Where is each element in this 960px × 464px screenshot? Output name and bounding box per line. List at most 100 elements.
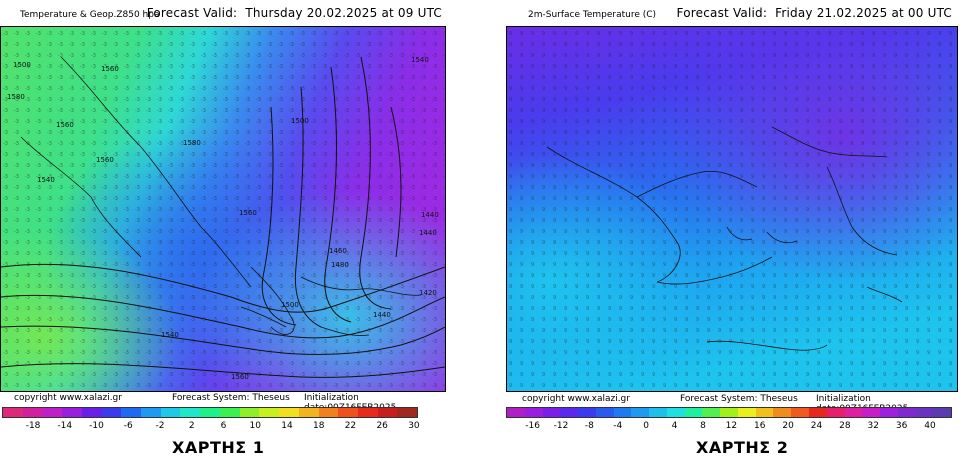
map2-forecast-time: Friday 21.02.2025 at 00 UTC <box>775 6 952 20</box>
map1-scale-ticks: -18 -14 -10 -6 -2 2 6 10 14 18 22 26 30 <box>2 421 420 433</box>
svg-text:1580: 1580 <box>7 93 25 101</box>
svg-text:1540: 1540 <box>37 176 55 184</box>
scale-swatch <box>560 408 579 417</box>
map-panel-1: Temperature & Geop.Z850 hpa Forecast Val… <box>0 0 450 464</box>
scale-swatch <box>141 408 161 417</box>
scale-swatch <box>684 408 703 417</box>
scale-swatch <box>737 408 756 417</box>
scale-swatch <box>81 408 102 417</box>
scale-swatch <box>720 408 738 417</box>
scale-swatch <box>702 408 721 417</box>
scale-tick-label: 10 <box>249 421 261 431</box>
scale-tick-label: 16 <box>753 421 766 431</box>
scale-swatch <box>121 408 142 417</box>
scale-swatch <box>933 408 952 417</box>
scale-swatch <box>755 408 774 417</box>
scale-swatch <box>613 408 632 417</box>
scale-tick-label: -2 <box>155 421 165 431</box>
scale-tick-label: -18 <box>25 421 41 431</box>
map2-header: 2m-Surface Temperature (C) Forecast Vali… <box>500 4 960 26</box>
scale-tick-label: 4 <box>671 421 678 431</box>
scale-tick-label: 26 <box>376 421 388 431</box>
svg-text:1560: 1560 <box>239 209 257 217</box>
scale-swatch <box>318 408 339 417</box>
scale-tick-label: 12 <box>725 421 738 431</box>
map2-scale-ticks: -16 -12 -8 -4 0 4 8 12 16 20 24 28 32 36 40 <box>506 421 950 433</box>
scale-swatch <box>791 408 810 417</box>
scale-swatch <box>542 408 561 417</box>
svg-text:1460: 1460 <box>329 247 347 255</box>
scale-swatch <box>809 408 827 417</box>
map2-forecast-system: Forecast System: Theseus <box>680 394 798 404</box>
svg-text:1560: 1560 <box>231 373 249 381</box>
scale-tick-label: -16 <box>525 421 540 431</box>
scale-tick-label: 32 <box>867 421 879 431</box>
svg-text:1440: 1440 <box>421 211 439 219</box>
scale-swatch <box>880 408 898 417</box>
map1-contours <box>1 56 445 378</box>
scale-swatch <box>862 408 881 417</box>
scale-tick-label: 8 <box>700 421 706 431</box>
scale-tick-label: 0 <box>643 421 650 431</box>
scale-swatch <box>897 408 916 417</box>
svg-text:1440: 1440 <box>419 229 437 237</box>
map2-copyright: copyright www.xalazi.gr <box>522 394 630 404</box>
map1-image: -3 <box>0 26 446 392</box>
scale-swatch <box>826 408 845 417</box>
scale-swatch <box>844 408 863 417</box>
map1-forecast-system: Forecast System: Theseus <box>172 393 290 403</box>
scale-tick-label: 24 <box>810 421 823 431</box>
map1-field: -3 <box>1 27 445 391</box>
scale-tick-label: 30 <box>408 421 420 431</box>
map1-forecast-valid: Forecast Valid: Thursday 20.02.2025 at 0… <box>147 6 442 20</box>
scale-swatch <box>200 408 220 417</box>
map1-copyright: copyright www.xalazi.gr <box>14 393 122 403</box>
svg-text:1420: 1420 <box>419 289 437 297</box>
map2-caption: ΧΑΡΤΗΣ 2 <box>696 438 789 457</box>
scale-tick-label: 22 <box>344 421 357 431</box>
map2-forecast-valid: Forecast Valid: Friday 21.02.2025 at 00 … <box>677 6 952 20</box>
scale-swatch <box>338 408 358 417</box>
scale-tick-label: -12 <box>553 421 569 431</box>
scale-tick-label: 28 <box>839 421 851 431</box>
scale-swatch <box>101 408 122 417</box>
svg-text:1500: 1500 <box>281 301 299 309</box>
map2-image: 9 <box>506 26 958 392</box>
scale-swatch <box>524 408 543 417</box>
scale-tick-label: -6 <box>123 421 133 431</box>
svg-text:1560: 1560 <box>96 156 114 164</box>
scale-tick-label: 6 <box>220 421 227 431</box>
map-panel-2: 2m-Surface Temperature (C) Forecast Vali… <box>500 0 960 464</box>
scale-swatch <box>22 408 43 417</box>
scale-tick-label: 20 <box>782 421 794 431</box>
scale-swatch <box>377 408 398 417</box>
map2-coastlines <box>546 126 903 351</box>
scale-tick-label: 18 <box>312 421 325 431</box>
svg-text:1480: 1480 <box>331 261 349 269</box>
svg-text:1540: 1540 <box>411 56 429 64</box>
map1-title: Temperature & Geop.Z850 hpa <box>20 10 160 20</box>
scale-swatch <box>298 408 319 417</box>
svg-text:1500: 1500 <box>13 61 31 69</box>
map1-color-scale <box>2 407 418 418</box>
scale-swatch <box>666 408 685 417</box>
scale-swatch <box>357 408 378 417</box>
map2-forecast-label: Forecast Valid: <box>676 6 768 20</box>
svg-text:1540: 1540 <box>161 331 179 339</box>
scale-swatch <box>3 408 23 417</box>
map2-field: 9 <box>507 27 957 391</box>
scale-swatch <box>160 408 181 417</box>
scale-swatch <box>279 408 299 417</box>
svg-text:1560: 1560 <box>56 121 74 129</box>
map2-title: 2m-Surface Temperature (C) <box>528 10 657 20</box>
scale-swatch <box>239 408 260 417</box>
scale-tick-label: -10 <box>89 421 104 431</box>
scale-swatch <box>915 408 934 417</box>
scale-swatch <box>507 408 525 417</box>
map1-header: Temperature & Geop.Z850 hpa Forecast Val… <box>0 4 450 26</box>
scale-swatch <box>42 408 63 417</box>
scale-tick-label: -14 <box>57 421 73 431</box>
scale-swatch <box>773 408 792 417</box>
scale-tick-label: 14 <box>281 421 293 431</box>
scale-swatch <box>595 408 614 417</box>
